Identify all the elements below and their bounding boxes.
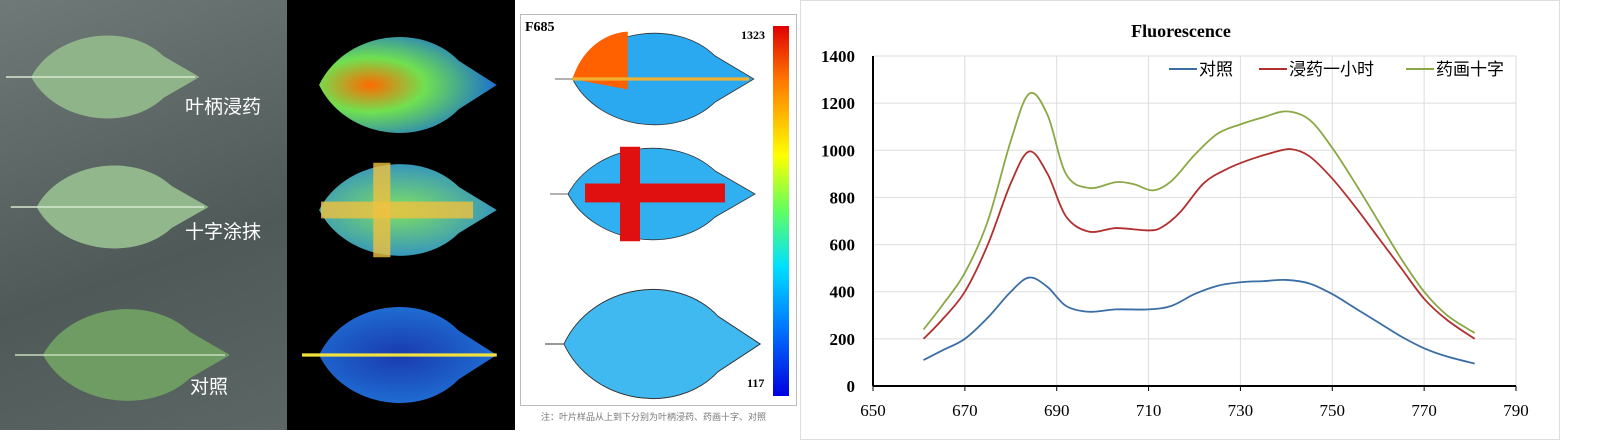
f685-title: F685 — [525, 20, 555, 35]
legend-label: 对照 — [1199, 60, 1233, 80]
label-cross-smear: 十字涂抹 — [185, 221, 262, 243]
colorbar — [773, 26, 789, 396]
f685-caption: 注：叶片样品从上到下分别为叶柄浸药、药画十字、对照 — [541, 412, 767, 422]
f685-panel: F685 1323 117 注：叶片样品从上到下分别为叶柄浸药、药画十字、对照 — [515, 0, 800, 430]
y-tick-label: 1000 — [821, 141, 855, 160]
f685-leaves — [544, 31, 761, 400]
f685-frame — [520, 14, 797, 406]
x-tick-label: 690 — [1044, 401, 1070, 420]
y-tick-label: 600 — [830, 236, 856, 255]
x-tick-label: 730 — [1228, 401, 1254, 420]
colorbar-max: 1323 — [741, 28, 765, 42]
legend-label: 浸药一小时 — [1289, 60, 1374, 80]
y-tick-label: 1400 — [821, 47, 855, 66]
f685-leaf-top — [554, 31, 755, 126]
chart-title: Fluorescence — [1131, 21, 1231, 41]
legend-label: 药画十字 — [1436, 60, 1504, 80]
label-control: 对照 — [190, 376, 229, 398]
chart-svg: Fluorescence 650 670 690 710 730 750 770 790 0 20… — [821, 21, 1529, 420]
x-tick-label: 650 — [860, 401, 886, 420]
series-line-3 — [922, 91, 1476, 334]
leaf-photos — [5, 35, 230, 401]
y-tick-label: 800 — [830, 188, 856, 207]
x-tick-label: 790 — [1503, 401, 1529, 420]
f685-leaf-middle — [549, 146, 756, 242]
y-tick-label: 0 — [847, 377, 856, 396]
series-line-2 — [922, 148, 1476, 340]
x-tick-label: 750 — [1320, 401, 1346, 420]
label-petiole-soak: 叶柄浸药 — [185, 96, 262, 118]
x-tick-label: 770 — [1411, 401, 1437, 420]
f685-leaf-bottom — [544, 288, 761, 400]
fluorescence-leaves — [302, 37, 497, 403]
x-tick-label: 670 — [952, 401, 978, 420]
leaf-photo-panel: 叶柄浸药 十字涂抹 对照 — [0, 0, 287, 430]
fluorescence-chart: Fluorescence 650 670 690 710 730 750 770 790 0 20… — [800, 0, 1560, 440]
x-tick-label: 710 — [1136, 401, 1162, 420]
y-tick-label: 200 — [830, 330, 856, 349]
fluo-leaf-top — [302, 37, 497, 133]
fluorescence-image-panel — [287, 0, 515, 430]
y-tick-label: 1200 — [821, 94, 855, 113]
fluo-leaf-middle — [302, 162, 497, 258]
leaf-photo-bottom — [15, 309, 230, 401]
series-line-1 — [923, 276, 1475, 365]
leaf-photo-middle — [10, 165, 209, 249]
colorbar-min: 117 — [747, 376, 765, 390]
leaf-photo-top — [5, 35, 200, 119]
y-tick-label: 400 — [830, 283, 856, 302]
fluo-leaf-bottom — [302, 307, 497, 403]
